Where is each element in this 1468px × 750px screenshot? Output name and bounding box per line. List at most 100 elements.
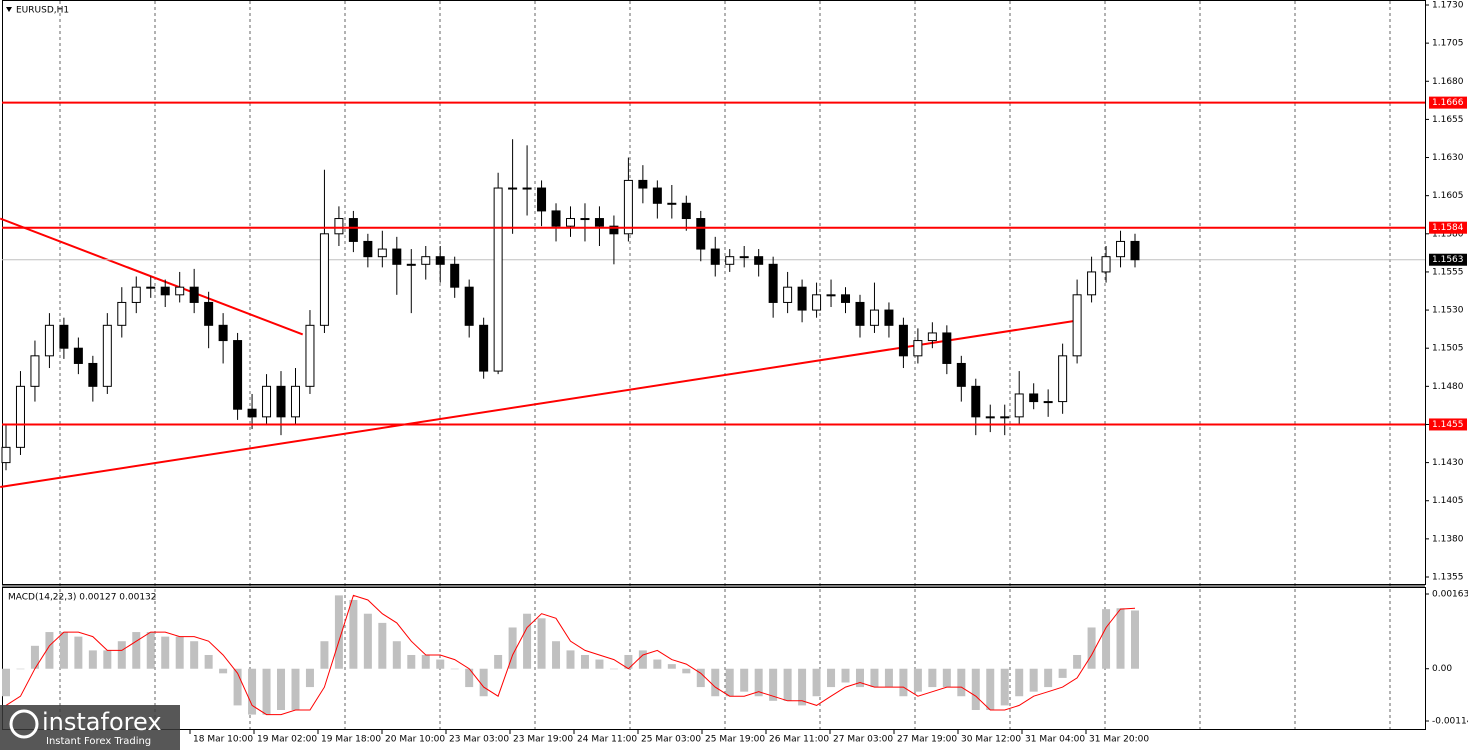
- candle-body: [406, 263, 416, 266]
- histogram-bar: [769, 668, 778, 701]
- candle-body: [276, 385, 286, 418]
- histogram-bar: [986, 668, 995, 710]
- x-tick-label: 24 Mar 11:00: [577, 735, 637, 745]
- histogram-bar: [566, 650, 575, 669]
- current-label: 1.1563: [1432, 255, 1464, 265]
- level-tag: [1429, 418, 1467, 431]
- candle-body: [233, 340, 243, 410]
- candle-body: [797, 286, 807, 311]
- candle-body: [421, 256, 431, 265]
- histogram-bar: [334, 595, 343, 669]
- candle-body: [812, 294, 822, 311]
- candle-body: [1029, 393, 1039, 403]
- histogram-bar: [812, 668, 821, 697]
- histogram-bar: [754, 668, 763, 697]
- x-tick-label: 25 Mar 19:00: [705, 735, 765, 745]
- histogram-bar: [653, 659, 662, 669]
- histogram-bar: [957, 668, 966, 697]
- y-tick-label: 1.1380: [1432, 534, 1464, 544]
- x-tick-label: 19 Mar 18:00: [321, 735, 381, 745]
- level-tag: [1429, 96, 1467, 109]
- histogram-bar: [609, 668, 618, 670]
- candle-body: [768, 263, 778, 303]
- y-tick-label: 1.1505: [1432, 344, 1464, 354]
- x-tick-label: 27 Mar 03:00: [833, 735, 893, 745]
- x-tick-label: 31 Mar 04:00: [1025, 735, 1085, 745]
- histogram-bar: [1087, 627, 1096, 669]
- histogram-bar: [378, 622, 387, 669]
- histogram-bar: [595, 659, 604, 669]
- histogram-bar: [262, 668, 271, 715]
- level-label: 1.1455: [1432, 420, 1464, 430]
- level-tag: [1429, 221, 1467, 234]
- x-tick-label: 27 Mar 19:00: [897, 735, 957, 745]
- histogram-bar: [1058, 668, 1067, 678]
- histogram-bar: [740, 668, 749, 692]
- candle-body: [464, 286, 474, 326]
- candle-body: [971, 385, 981, 418]
- histogram-bar: [827, 668, 836, 688]
- candle-body: [392, 248, 402, 265]
- candle-body: [623, 179, 633, 235]
- histogram-bar: [146, 632, 155, 669]
- candle-body: [508, 187, 518, 190]
- histogram-bar: [450, 668, 459, 670]
- x-tick-label: 20 Mar 10:00: [385, 735, 445, 745]
- candle-body: [435, 256, 445, 265]
- candle-body: [348, 218, 358, 242]
- x-tick-label: 31 Mar 20:00: [1089, 735, 1149, 745]
- y-tick-label: 1.1555: [1432, 267, 1464, 277]
- x-tick-label: 23 Mar 03:00: [449, 735, 509, 745]
- histogram-bar: [45, 632, 54, 669]
- level-label: 1.1584: [1432, 223, 1464, 233]
- histogram-bar: [421, 654, 430, 669]
- histogram-bar: [349, 599, 358, 669]
- histogram-bar: [2, 668, 10, 697]
- histogram-bar: [638, 650, 647, 669]
- candle-body: [218, 324, 228, 342]
- candle-body: [1, 446, 11, 464]
- histogram-bar: [277, 668, 286, 710]
- histogram-bar: [870, 668, 879, 688]
- candle-body: [913, 340, 923, 357]
- histogram-bar: [942, 668, 951, 688]
- x-tick-label: 25 Mar 03:00: [641, 735, 701, 745]
- macd-title: MACD(14,22,3) 0.00127 0.00132: [8, 593, 157, 603]
- candle-body: [1072, 294, 1082, 357]
- y-tick-label: 0.00: [1432, 664, 1452, 674]
- candle-body: [117, 301, 127, 326]
- candle-body: [725, 256, 735, 265]
- histogram-bar: [16, 668, 25, 670]
- x-tick-label: 23 Mar 19:00: [513, 735, 573, 745]
- candle-body: [204, 301, 214, 326]
- histogram-bar: [465, 668, 474, 688]
- candle-body: [826, 294, 836, 297]
- candle-body: [696, 218, 706, 250]
- histogram-bar: [190, 641, 199, 669]
- candle-body: [189, 286, 199, 303]
- candle-body: [667, 202, 677, 205]
- histogram-bar: [725, 668, 734, 697]
- histogram-bar: [682, 668, 691, 674]
- candle-body: [884, 309, 894, 326]
- histogram-bar: [711, 668, 720, 697]
- logo-name: instaforex: [42, 708, 162, 736]
- histogram-bar: [841, 668, 850, 683]
- y-tick-label: 1.1355: [1432, 573, 1464, 583]
- vertical-grid: [59, 1, 1391, 729]
- candle-body: [985, 416, 995, 419]
- histogram-bar: [204, 654, 213, 669]
- candle-body: [681, 202, 691, 220]
- candle-body: [175, 286, 185, 296]
- histogram-bar: [117, 641, 126, 669]
- histogram-bar: [248, 668, 257, 715]
- y-tick-label: -0.00114: [1432, 717, 1468, 727]
- histogram-bar: [219, 668, 228, 674]
- logo-tagline: Instant Forex Trading: [46, 736, 151, 747]
- candle-body: [783, 286, 793, 303]
- candle-body: [739, 256, 749, 259]
- candle-body: [131, 286, 141, 303]
- candle-body: [319, 233, 329, 326]
- histogram-bar: [1131, 610, 1139, 669]
